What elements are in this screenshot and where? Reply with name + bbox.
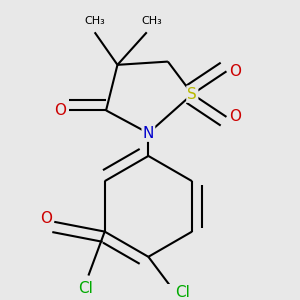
Text: Cl: Cl (78, 281, 93, 296)
Text: O: O (40, 211, 52, 226)
Text: S: S (188, 87, 197, 102)
Text: O: O (230, 110, 242, 124)
Text: CH₃: CH₃ (141, 16, 162, 26)
Text: CH₃: CH₃ (84, 16, 105, 26)
Text: O: O (230, 64, 242, 79)
Text: O: O (55, 103, 67, 118)
Text: N: N (143, 126, 154, 141)
Text: Cl: Cl (175, 285, 190, 300)
